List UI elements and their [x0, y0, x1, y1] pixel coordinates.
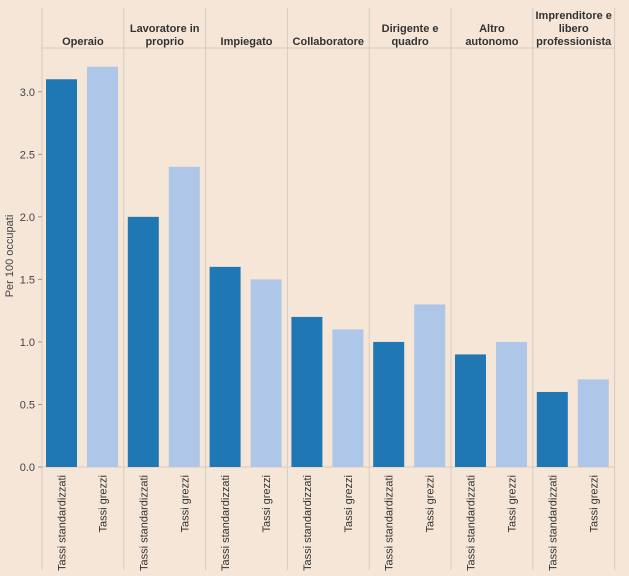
group-header-label: libero [559, 23, 589, 35]
group-header-label: autonomo [465, 36, 518, 48]
y-tick-label: 0.5 [20, 399, 35, 411]
bar [577, 379, 609, 467]
group-header-label: Operaio [62, 36, 104, 48]
bar [250, 279, 282, 467]
bars [46, 66, 609, 468]
bar [291, 316, 323, 467]
bar-labels: Tassi standardizzati Tassi grezzi Tassi st… [57, 475, 601, 571]
group-header-label: Dirigente e [382, 23, 439, 35]
bar-label: Tassi standardizzati [57, 475, 69, 571]
bar [209, 266, 241, 467]
y-tick-label: 1.0 [20, 337, 35, 349]
bar [414, 304, 446, 467]
group-header-label: proprio [145, 36, 184, 48]
bar-label: Tassi standardizzati [138, 475, 150, 571]
bar-label: Tassi grezzi [179, 475, 191, 532]
bar [332, 329, 364, 467]
bar [455, 354, 486, 467]
group-header-label: Imprenditore e [535, 10, 611, 22]
bar [373, 341, 405, 467]
group-header-label: Collaboratore [293, 36, 365, 48]
y-axis-label: Per 100 occupati [4, 215, 16, 298]
y-tick-label: 2.5 [20, 149, 35, 161]
bar-label: Tassi grezzi [343, 475, 355, 532]
y-tick-label: 3.0 [20, 87, 35, 99]
bar-label: Tassi standardizzati [466, 475, 478, 571]
bar [127, 216, 159, 467]
y-tick-label: 2.0 [20, 212, 35, 224]
y-tick-label: 0.0 [20, 462, 35, 474]
y-axis: 0.0 0.5 1.0 1.5 2.0 2.5 3.0 [20, 87, 42, 474]
bar-label: Tassi standardizzati [220, 475, 232, 571]
group-header-label: professionista [536, 36, 612, 48]
bar-label: Tassi grezzi [98, 475, 110, 532]
bar [496, 341, 527, 467]
group-header-label: quadro [391, 36, 429, 48]
group-header-label: Impiegato [221, 36, 273, 48]
bar-label: Tassi standardizzati [547, 475, 559, 571]
group-header-label: Altro [479, 23, 505, 35]
bar-label: Tassi standardizzati [302, 475, 314, 571]
bar [168, 166, 200, 467]
bar-label: Tassi standardizzati [384, 475, 396, 571]
bar [536, 391, 568, 467]
bar-label: Tassi grezzi [425, 475, 437, 532]
y-tick-label: 1.5 [20, 274, 35, 286]
bar-label: Tassi grezzi [261, 475, 273, 532]
bar-label: Tassi grezzi [507, 475, 519, 532]
bar [87, 66, 118, 467]
group-header-label: Lavoratore in [130, 23, 200, 35]
bar [46, 79, 77, 468]
bar-label: Tassi grezzi [588, 475, 600, 532]
